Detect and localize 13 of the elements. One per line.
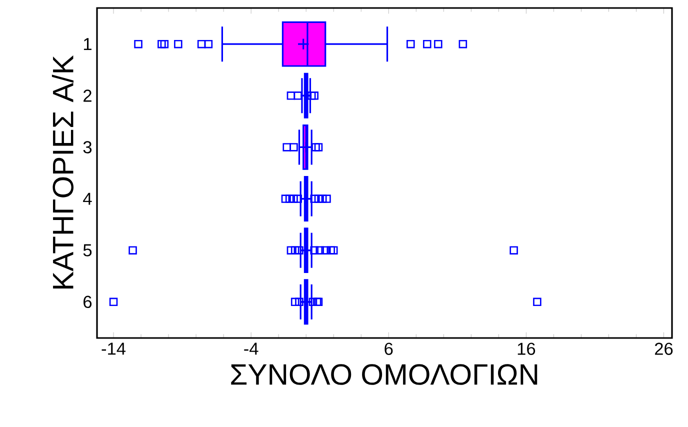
y-tick-label: 3 [83,141,92,154]
x-tick-label: 6 [384,342,393,355]
y-tick-label: 4 [83,192,92,205]
y-tick-label: 1 [84,38,92,50]
y-tick-label: 2 [84,90,92,102]
x-axis-title: ΣΥΝΟΛΟ ΟΜΟΛΟΓΙΩΝ [231,364,538,385]
y-tick-label: 5 [83,244,92,256]
y-tick-label: 6 [84,296,92,308]
y-axis-title: ΚΑΤΗΓΟΡΙΕΣ Α/Κ [52,55,74,289]
x-tick-label: 26 [654,342,673,355]
x-tick-label: 16 [518,342,536,355]
x-tick-label: -4 [244,342,258,355]
x-tick-label: -14 [102,342,126,355]
